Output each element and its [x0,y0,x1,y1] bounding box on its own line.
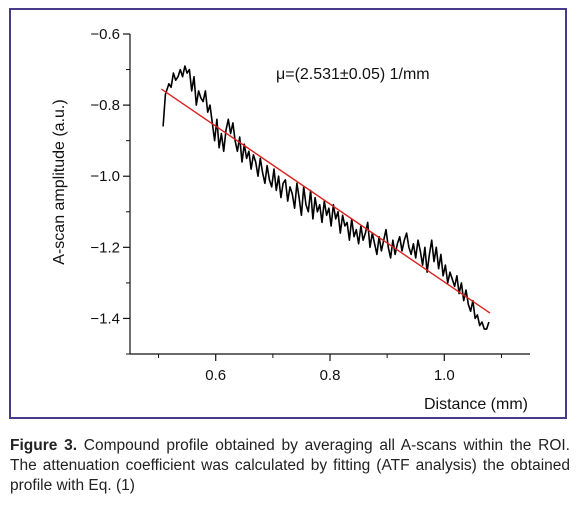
caption-text: Compound profile obtained by averaging a… [10,437,570,494]
y-tick-label: −1.2 [90,239,120,256]
profile-series-line [162,65,490,330]
y-tick-label: −0.6 [90,26,120,43]
x-tick-label: 0.8 [320,367,341,384]
y-tick-label: −1.4 [90,310,120,327]
y-tick-label: −1.0 [90,168,120,185]
figure-frame [9,8,567,419]
figure-caption: Figure 3. Compound profile obtained by a… [10,436,570,496]
caption-label: Figure 3. [10,437,78,454]
fit-series-line [161,88,491,314]
fit-annotation: μ=(2.531±0.05) 1/mm [276,66,430,83]
y-tick-label: −0.8 [90,97,120,114]
x-axis-title: Distance (mm) [424,396,528,413]
series-layer [161,65,491,330]
x-tick-label: 1.0 [434,367,455,384]
y-axis-title: A-scan amplitude (a.u.) [51,99,68,264]
x-tick-label: 0.6 [205,367,226,384]
chart: 0.6 0.8 1.0 −0.6 −0.8 −1.0 −1.2 −1.4 A-scan amp… [51,26,530,413]
ticks: 0.6 0.8 1.0 −0.6 −0.8 −1.0 −1.2 −1.4 [90,26,502,384]
